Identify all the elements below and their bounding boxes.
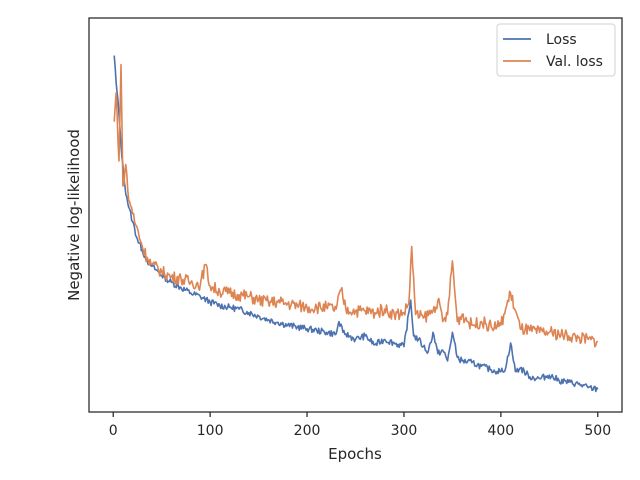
series-line-loss — [113, 55, 599, 393]
x-tick-label: 100 — [197, 423, 224, 439]
legend-label: Loss — [546, 32, 577, 48]
x-tick-label: 500 — [584, 423, 611, 439]
x-tick-label: 200 — [294, 423, 321, 439]
x-axis: 0 100 200 300 400 500 — [109, 412, 611, 439]
legend-box — [496, 23, 616, 77]
plot-frame — [88, 17, 623, 413]
legend: Loss Val. loss — [496, 23, 616, 77]
x-tick-label: 400 — [487, 423, 514, 439]
series-line-val-loss — [113, 63, 599, 348]
x-tick-label: 0 — [109, 423, 118, 439]
x-axis-label: Epochs — [328, 445, 382, 463]
plot-area — [113, 55, 599, 393]
x-tick-label: 300 — [391, 423, 418, 439]
legend-label: Val. loss — [546, 54, 603, 70]
y-axis-label: Negative log-likelihood — [65, 129, 83, 301]
